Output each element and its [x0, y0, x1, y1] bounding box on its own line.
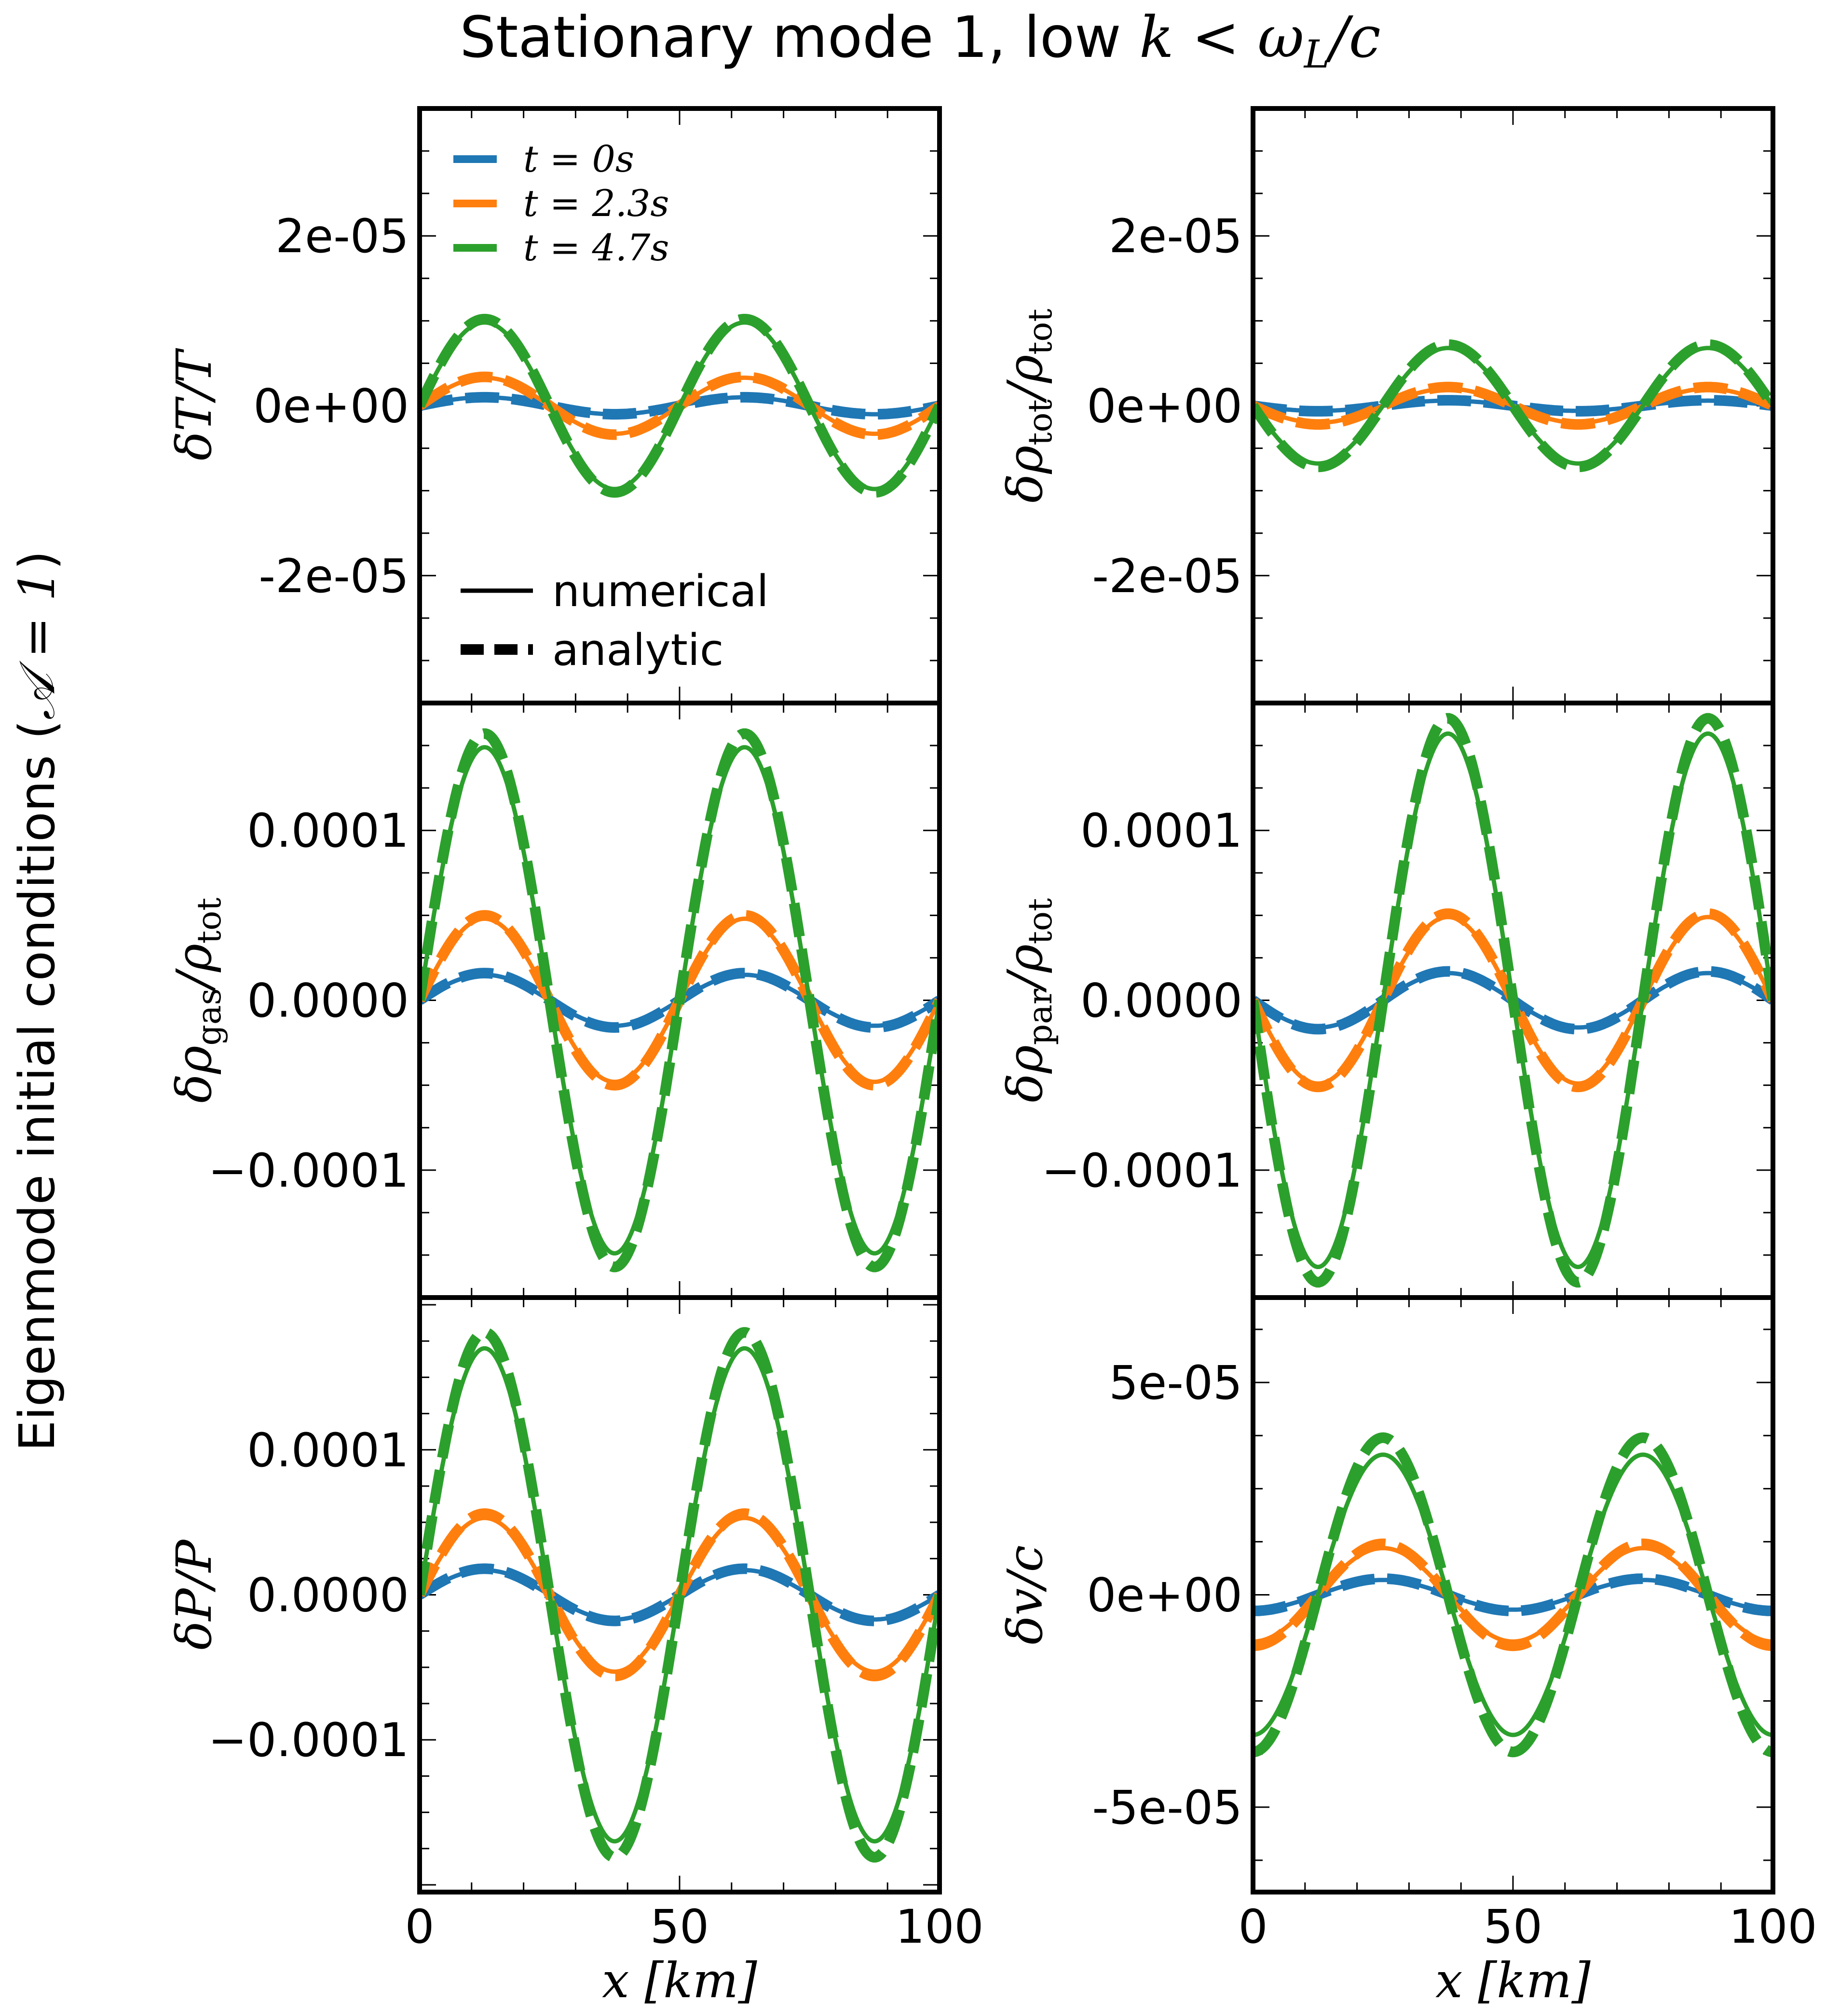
numerical-line	[1253, 346, 1773, 466]
figure-title-math: k < ω	[1139, 4, 1304, 70]
numerical-line	[1253, 1546, 1773, 1644]
panel-drho_par: −0.0001 0.0000 0.0001 δρpar/ρtot	[997, 701, 1775, 1300]
x-tick-label: 100	[895, 1900, 983, 1954]
curves-drho_gas	[420, 728, 940, 1272]
y-axis-label-tail: /ρ	[166, 944, 222, 992]
y-tick-label: 0e+00	[1087, 1569, 1242, 1623]
y-axis-label-sub: tot	[1022, 399, 1060, 446]
plot-frame	[417, 1295, 942, 1894]
y-axis-label: δρgas/ρtot	[166, 897, 229, 1103]
plot-frame	[1251, 1295, 1775, 1894]
side-label-text: Eigenmode initial conditions (	[9, 720, 66, 1451]
y-axis-label: δρpar/ρtot	[997, 898, 1060, 1103]
y-tick-label: 0.0001	[247, 1423, 409, 1477]
figure-side-label: Eigenmode initial conditions (𝒜 = 1)	[9, 551, 66, 1451]
x-axis-label: x [km]	[602, 1952, 758, 2009]
analytic-line	[1253, 339, 1773, 473]
analytic-line	[1253, 1432, 1773, 1758]
y-tick-label: -2e-05	[1092, 549, 1242, 603]
y-axis-label-main: δρ	[166, 1045, 222, 1103]
panel-drho_gas: −0.0001 0.0000 0.0001 δρgas/ρtot	[166, 701, 942, 1300]
y-tick-label: −0.0001	[1042, 1144, 1242, 1198]
panels: -2e-05 0e+00 2e-05 δT/T t = 0st = 2.3st = 4.…	[166, 106, 1817, 2009]
panel-dT_T: -2e-05 0e+00 2e-05 δT/T t = 0st = 2.3st = 4.…	[166, 106, 942, 705]
y-axis-label-sub: gas	[191, 988, 229, 1046]
y-axis-label-sub2: tot	[191, 897, 229, 944]
curves-dT_T	[420, 313, 940, 498]
legend-style-label: numerical	[552, 566, 769, 617]
y-axis-label-main: δρ	[997, 446, 1053, 503]
legend-label: t = 0s	[523, 137, 634, 180]
figure-title: Stationary mode 1, low k < ωL/c	[460, 4, 1381, 77]
panel-dP_P: −0.0001 0.0000 0.0001 0 50 100 x [km] δP/P	[166, 1295, 984, 2009]
y-tick-label: −0.0001	[208, 1713, 409, 1767]
y-axis-label-main: δρ	[997, 1045, 1053, 1102]
x-axis-label-unit: [km]	[644, 1952, 757, 2009]
legend-label: t = 2.3s	[523, 182, 669, 225]
numerical-line	[1253, 731, 1773, 1269]
panel-dv_c: -5e-05 0e+00 5e-05 0 50 100 x [km] δv/c	[997, 1295, 1817, 2009]
y-tick-label: 0.0000	[247, 1569, 409, 1623]
numerical-line	[1253, 1452, 1773, 1737]
y-axis-label-main: δv/c	[997, 1545, 1053, 1644]
curves-dv_c	[1253, 1432, 1773, 1758]
y-tick-label: 0.0000	[1080, 974, 1242, 1028]
y-axis-label-tail: /ρ	[997, 944, 1053, 993]
curves-dP_P	[420, 1327, 940, 1863]
y-tick-label: -2e-05	[259, 549, 409, 603]
y-tick-label: 0e+00	[253, 379, 409, 433]
x-axis-label-unit: [km]	[1478, 1952, 1591, 2009]
x-tick-label: 100	[1729, 1900, 1817, 1954]
y-tick-label: 5e-05	[1109, 1356, 1242, 1410]
curves-drho_par	[1253, 713, 1773, 1288]
x-axis-label-var: x	[1435, 1952, 1478, 2009]
y-axis-label-main: δT/T	[166, 348, 222, 461]
y-axis-label: δT/T	[166, 348, 222, 461]
y-axis-label-tail: /ρ	[997, 355, 1053, 404]
y-tick-label: 0.0001	[1080, 804, 1242, 858]
x-tick-label: 0	[405, 1900, 434, 1954]
legend-style-label: analytic	[552, 625, 723, 676]
figure-title-tail: /c	[1325, 4, 1381, 70]
side-label-tail: )	[9, 551, 66, 570]
y-axis-label: δv/c	[997, 1545, 1053, 1644]
y-tick-label: 2e-05	[275, 209, 409, 263]
y-tick-label: 2e-05	[1109, 209, 1242, 263]
x-axis-label: x [km]	[1435, 1952, 1591, 2009]
y-axis-label: δρtot/ρtot	[997, 309, 1060, 503]
numerical-line	[420, 1346, 940, 1844]
y-axis-label-sub2: tot	[1022, 898, 1060, 945]
numerical-line	[420, 745, 940, 1256]
y-axis-label-sub: par	[1022, 988, 1060, 1045]
y-axis-label: δP/P	[166, 1539, 222, 1650]
x-tick-label: 50	[650, 1900, 709, 1954]
curves-drho_tot	[1253, 339, 1773, 473]
y-tick-label: 0.0000	[247, 974, 409, 1028]
legend-label: t = 4.7s	[523, 226, 669, 269]
x-tick-label: 0	[1238, 1900, 1267, 1954]
y-tick-label: 0.0001	[247, 804, 409, 858]
numerical-line	[1253, 1578, 1773, 1612]
y-tick-label: −0.0001	[208, 1144, 409, 1198]
side-label-math: 𝒜 = 1	[9, 570, 66, 720]
figure-title-text: Stationary mode 1, low	[460, 4, 1139, 70]
x-axis-label-var: x	[602, 1952, 644, 2009]
legend: t = 0st = 2.3st = 4.7s numerical analytic	[453, 137, 769, 676]
figure-title-sub: L	[1303, 32, 1330, 77]
y-axis-label-sub2: tot	[1022, 309, 1060, 355]
numerical-line	[420, 320, 940, 491]
y-tick-label: 0e+00	[1087, 379, 1242, 433]
y-tick-label: -5e-05	[1092, 1781, 1242, 1835]
x-tick-label: 50	[1484, 1900, 1542, 1954]
y-axis-label-main: δP/P	[166, 1539, 222, 1650]
